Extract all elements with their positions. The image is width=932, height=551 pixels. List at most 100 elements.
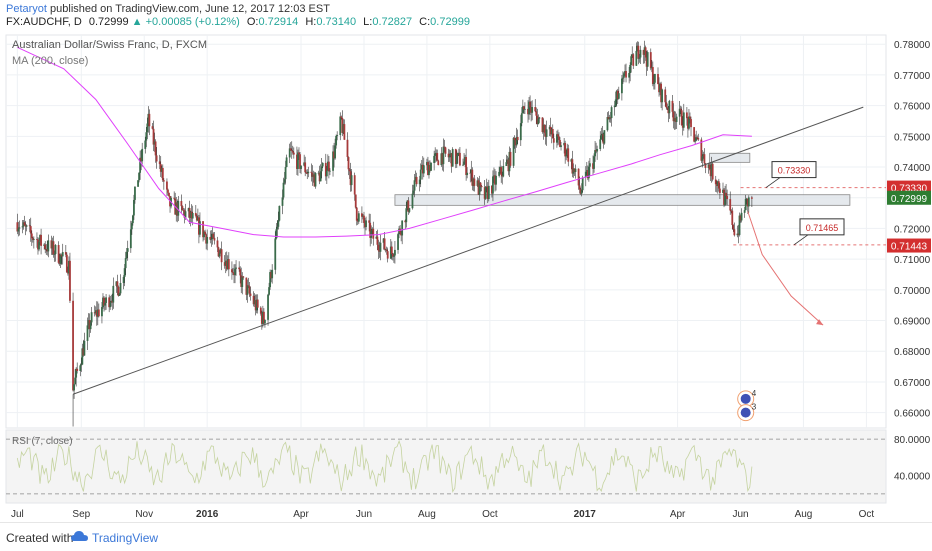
candle-body bbox=[473, 178, 476, 186]
candle-body bbox=[133, 199, 135, 216]
close-label: C: bbox=[419, 16, 431, 28]
candle-body bbox=[435, 152, 438, 154]
candle-body bbox=[282, 182, 285, 198]
candle-body bbox=[274, 238, 277, 270]
candle-body bbox=[240, 275, 243, 287]
candle-body bbox=[144, 140, 147, 149]
candle-body bbox=[276, 226, 279, 230]
candle-body bbox=[422, 165, 425, 174]
candle-body bbox=[108, 297, 111, 308]
candle-body bbox=[428, 165, 430, 176]
candle-body bbox=[379, 242, 382, 252]
candle-body bbox=[509, 151, 512, 166]
candle-body bbox=[307, 171, 310, 174]
candle-body bbox=[515, 137, 518, 146]
candle-body bbox=[76, 368, 79, 371]
support-resistance-zone bbox=[709, 152, 751, 163]
candle-body bbox=[44, 244, 47, 250]
candle-body bbox=[93, 312, 96, 314]
candle-body bbox=[95, 310, 98, 317]
candle-body bbox=[188, 208, 191, 218]
candle-body bbox=[153, 141, 156, 145]
trendline[interactable] bbox=[72, 106, 864, 427]
chart-header: Petaryot published on TradingView.com, J… bbox=[0, 0, 932, 30]
candle-body bbox=[408, 208, 411, 212]
candle-body bbox=[693, 127, 696, 142]
candle-body bbox=[667, 108, 670, 114]
candle-body bbox=[623, 73, 625, 78]
candle-body bbox=[464, 157, 466, 162]
candle-body bbox=[52, 241, 55, 255]
candle-body bbox=[211, 233, 214, 240]
y-tick-label: 0.76000 bbox=[894, 102, 931, 113]
x-tick-label: Nov bbox=[135, 509, 153, 520]
candle-body bbox=[23, 222, 26, 226]
candle-body bbox=[673, 118, 676, 122]
candle-body bbox=[472, 178, 475, 186]
candle-body bbox=[191, 212, 194, 219]
candle-body bbox=[348, 169, 351, 172]
events[interactable]: 43 bbox=[737, 389, 757, 422]
time-axis[interactable]: Jul Sep Nov 2016 Apr Jun Aug Oct 2017 Apr Jun Aug Oc… bbox=[11, 509, 874, 520]
candle-body bbox=[139, 157, 142, 173]
publish-info: Petaryot published on TradingView.com, J… bbox=[6, 3, 330, 15]
levels: 0.73330 0.71465 bbox=[733, 161, 886, 246]
candle-body bbox=[559, 140, 561, 147]
candle-body bbox=[646, 52, 649, 67]
candle-body bbox=[112, 285, 115, 303]
candle-body bbox=[82, 348, 85, 356]
candle-body bbox=[537, 118, 540, 125]
candle-body bbox=[66, 272, 69, 274]
candle-body bbox=[180, 201, 183, 207]
y-tick-label: 0.69000 bbox=[894, 317, 931, 328]
candle-body bbox=[651, 67, 654, 85]
author-link[interactable]: Petaryot bbox=[6, 3, 47, 15]
candle-body bbox=[724, 192, 726, 205]
ma-line bbox=[17, 46, 752, 238]
candle-body bbox=[589, 163, 591, 167]
x-tick-label: Jul bbox=[11, 509, 24, 520]
x-tick-label: 2016 bbox=[196, 509, 219, 520]
callout-box bbox=[771, 161, 817, 179]
candle-body bbox=[465, 157, 468, 175]
candle-body bbox=[715, 184, 718, 186]
candle-body bbox=[394, 249, 396, 256]
price-axis[interactable]: 0.780000.770000.760000.750000.740000.730… bbox=[894, 40, 931, 419]
candle-body bbox=[711, 163, 714, 180]
symbol-label[interactable]: FX:AUDCHF, D bbox=[6, 16, 82, 28]
candle-body bbox=[317, 172, 320, 174]
candle-body bbox=[328, 161, 330, 172]
candle-body bbox=[255, 299, 258, 311]
x-tick-label: Oct bbox=[482, 509, 498, 520]
candle-body bbox=[442, 146, 445, 165]
projection-path bbox=[747, 211, 824, 326]
candle-body bbox=[522, 106, 525, 110]
candle-body bbox=[613, 105, 616, 108]
chart-canvas[interactable]: 0.73330 0.71465 0.78000 0.77000 0.76000 0.75… bbox=[0, 30, 932, 522]
rsi: 80.0000 40.0000 bbox=[6, 435, 931, 495]
candle-body bbox=[415, 176, 418, 185]
candle-body bbox=[538, 117, 541, 119]
candle-body bbox=[679, 108, 682, 111]
candle-body bbox=[602, 133, 605, 144]
candle-body bbox=[418, 179, 421, 185]
candle-body bbox=[492, 176, 494, 194]
candle-body bbox=[528, 101, 530, 115]
candle-body bbox=[674, 118, 677, 122]
x-tick-label: Oct bbox=[859, 509, 875, 520]
candle-body bbox=[448, 155, 451, 158]
tradingview-brand[interactable]: TradingView bbox=[92, 531, 159, 545]
rsi-pane[interactable] bbox=[5, 429, 887, 504]
candle-body bbox=[736, 233, 739, 236]
candle-body bbox=[346, 139, 349, 158]
candle-body bbox=[305, 172, 308, 174]
candle-body bbox=[455, 155, 458, 165]
candle-body bbox=[297, 152, 299, 169]
ma-200-line bbox=[17, 46, 752, 238]
candle-body bbox=[443, 146, 446, 148]
candle-body bbox=[420, 164, 423, 170]
candle-body bbox=[689, 116, 691, 120]
candle-body bbox=[310, 171, 313, 173]
candle-body bbox=[59, 254, 62, 264]
